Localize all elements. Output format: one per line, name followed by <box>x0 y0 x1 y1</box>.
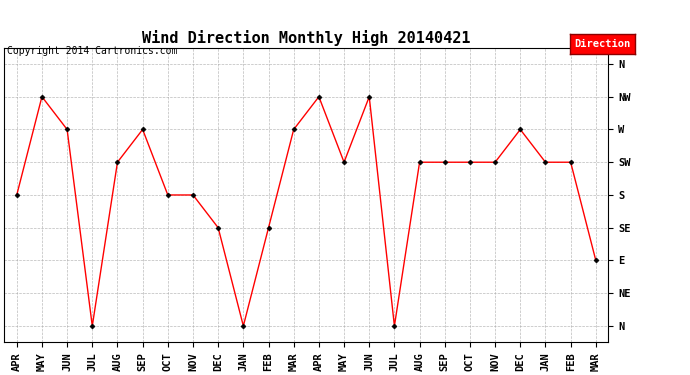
Text: Copyright 2014 Cartronics.com: Copyright 2014 Cartronics.com <box>7 46 177 56</box>
Title: Wind Direction Monthly High 20140421: Wind Direction Monthly High 20140421 <box>142 30 471 46</box>
Text: Direction: Direction <box>575 39 631 49</box>
